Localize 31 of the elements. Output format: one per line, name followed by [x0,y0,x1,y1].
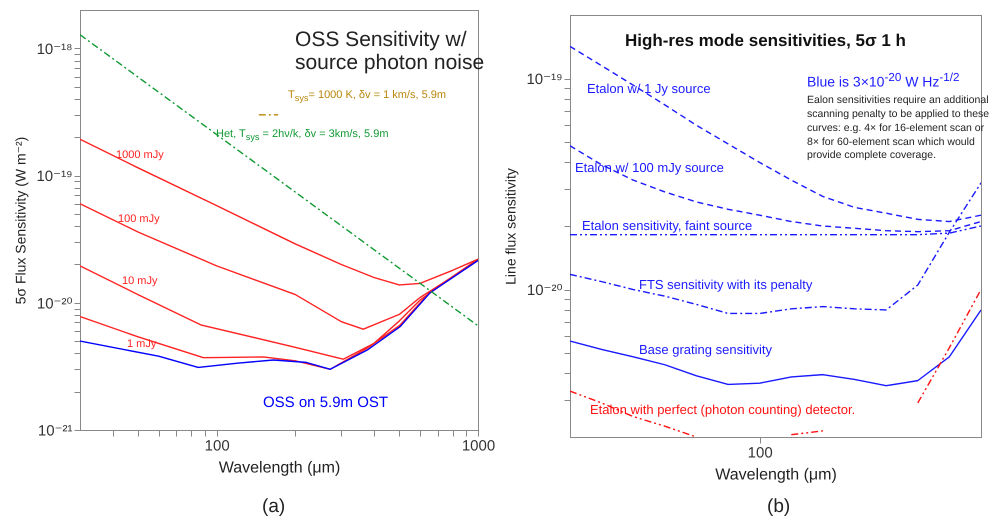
y-tick-label: 10⁻²⁰ [526,282,562,300]
y-tick-label: 10⁻²⁰ [36,295,72,312]
y-tick-label: 10⁻¹⁸ [36,40,72,58]
text: (a) [262,496,286,518]
x-tick-label: 100 [748,444,773,462]
text: OSS on 5.9m OST [263,394,388,412]
series-label: 100 mJy [118,213,160,226]
text: OSS Sensitivity w/ source photon noise [295,28,484,74]
y-axis-title: Line flux sensitivity [502,168,518,285]
annotation: Blue is 3×10$^{-20}$ W Hz$^{-1/2}$ [807,71,960,90]
series-label: 1000 mJy [116,149,164,162]
series-label: T$_{sys}$= 1000 K, δv = 1 km/s, 5.9m [288,89,446,104]
y-tick-label: 10⁻¹⁹ [36,168,72,186]
x-tick-label: 1000 [462,438,496,454]
y-axis-title: 5σ Flux Sensitivity (W m⁻²) [12,136,28,304]
x-axis-title: Wavelength (μm) [218,460,340,476]
x-tick-label: 100 [204,438,230,454]
series-label: 10 mJy [122,275,158,288]
text: High-res mode sensitivities, 5σ 1 h [625,31,906,51]
series-label: Etalon sensitivity, faint source [582,218,752,234]
text: (b) [767,496,790,518]
x-axis-title: Wavelength (μm) [715,466,837,484]
series-label: Base grating sensitivity [639,342,772,358]
series-label: Etalon w/ 100 mJy source [575,160,724,176]
y-tick-label: 10⁻¹⁹ [526,71,562,88]
series-label: Etalon with perfect (photon counting) detector. [590,402,856,418]
series-label: FTS sensitivity with its penalty [639,277,812,292]
series-label: Het, T$_{sys}$ = 2hν/k, δv = 3km/s, 5.9m [216,128,389,142]
y-tick-label: 10⁻²¹ [38,422,73,440]
series-label: Etalon w/ 1 Jy source [587,81,711,96]
annotation: Ealon sensitivities require an additional scanning penalty to be applied to these curves: e.g. 4× for 16-element scan or 8× for 60-element scan which would provide complete coverage. [807,94,990,164]
